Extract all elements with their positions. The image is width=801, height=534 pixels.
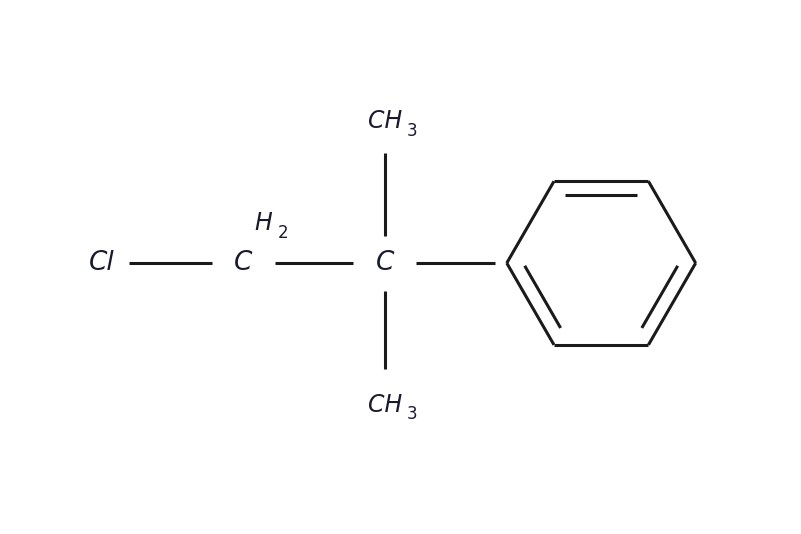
Text: 3: 3 — [407, 405, 417, 423]
Text: Cl: Cl — [89, 250, 115, 276]
Text: C: C — [376, 250, 394, 276]
Text: H: H — [254, 211, 272, 235]
Text: 3: 3 — [407, 122, 417, 140]
Text: CH: CH — [368, 109, 402, 134]
Text: CH: CH — [368, 392, 402, 417]
Text: C: C — [234, 250, 252, 276]
Text: 2: 2 — [278, 224, 288, 242]
